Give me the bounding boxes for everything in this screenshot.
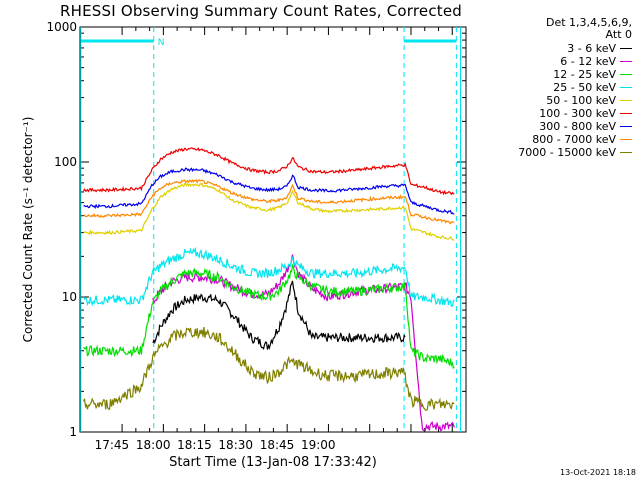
series-line-3: [83, 246, 455, 307]
legend-swatch: [620, 126, 632, 127]
legend-label: 7000 - 15000 keV: [518, 146, 616, 159]
x-tick-label: 19:00: [301, 438, 336, 452]
legend-entry: 100 - 300 keV: [476, 107, 632, 120]
x-tick-label: 18:30: [218, 438, 253, 452]
x-tick-label: 17:45: [95, 438, 130, 452]
legend-entry: 800 - 7000 keV: [476, 133, 632, 146]
series-line-7: [83, 179, 455, 225]
legend-header-line-1: Det 1,3,4,5,6,9,: [545, 16, 632, 29]
legend-header-line-2: Att 0: [605, 28, 632, 41]
y-axis-label: Corrected Count Rate (s⁻¹ detector⁻¹): [21, 117, 35, 343]
timestamp: 13-Oct-2021 18:18: [560, 468, 636, 477]
x-axis-label: Start Time (13-Jan-08 17:33:42): [169, 455, 377, 470]
series-line-8: [83, 327, 455, 411]
y-tick-label: 1000: [46, 20, 77, 34]
legend-label: 300 - 800 keV: [539, 120, 616, 133]
chart-title: RHESSI Observing Summary Count Rates, Co…: [60, 2, 463, 20]
y-tick-label: 100: [54, 155, 77, 169]
series-line-2: [83, 263, 455, 370]
x-tick-label: 18:15: [177, 438, 212, 452]
legend-entry: 3 - 6 keV: [476, 42, 632, 55]
series-line-4: [83, 182, 455, 241]
series-line-0: [152, 280, 406, 351]
legend-swatch: [620, 87, 632, 88]
legend-entry: 300 - 800 keV: [476, 120, 632, 133]
legend-label: 25 - 50 keV: [553, 81, 616, 94]
legend-swatch: [620, 74, 632, 75]
legend-label: 50 - 100 keV: [546, 94, 616, 107]
y-tick-label: 10: [62, 290, 77, 304]
legend-entry: 6 - 12 keV: [476, 55, 632, 68]
legend-entry: 12 - 25 keV: [476, 68, 632, 81]
legend-swatch: [620, 113, 632, 114]
legend-swatch: [620, 100, 632, 101]
legend-swatch: [620, 139, 632, 140]
x-tick-label: 18:00: [136, 438, 171, 452]
interval-bar-label: N: [158, 38, 165, 48]
legend-swatch: [620, 152, 632, 153]
legend-label: 100 - 300 keV: [539, 107, 616, 120]
legend-label: 800 - 7000 keV: [532, 133, 616, 146]
x-tick-label: 18:45: [260, 438, 295, 452]
legend-swatch: [620, 48, 632, 49]
y-tick-label: 1: [69, 425, 77, 439]
series-line-5: [83, 147, 455, 196]
legend-swatch: [620, 61, 632, 62]
legend-entry: 7000 - 15000 keV: [476, 146, 632, 159]
legend-entry: 25 - 50 keV: [476, 81, 632, 94]
legend-label: 12 - 25 keV: [553, 68, 616, 81]
series-line-1: [152, 254, 455, 432]
legend-label: 6 - 12 keV: [560, 55, 616, 68]
legend-entry: 50 - 100 keV: [476, 94, 632, 107]
series-line-6: [83, 167, 455, 215]
legend-label: 3 - 6 keV: [567, 42, 616, 55]
